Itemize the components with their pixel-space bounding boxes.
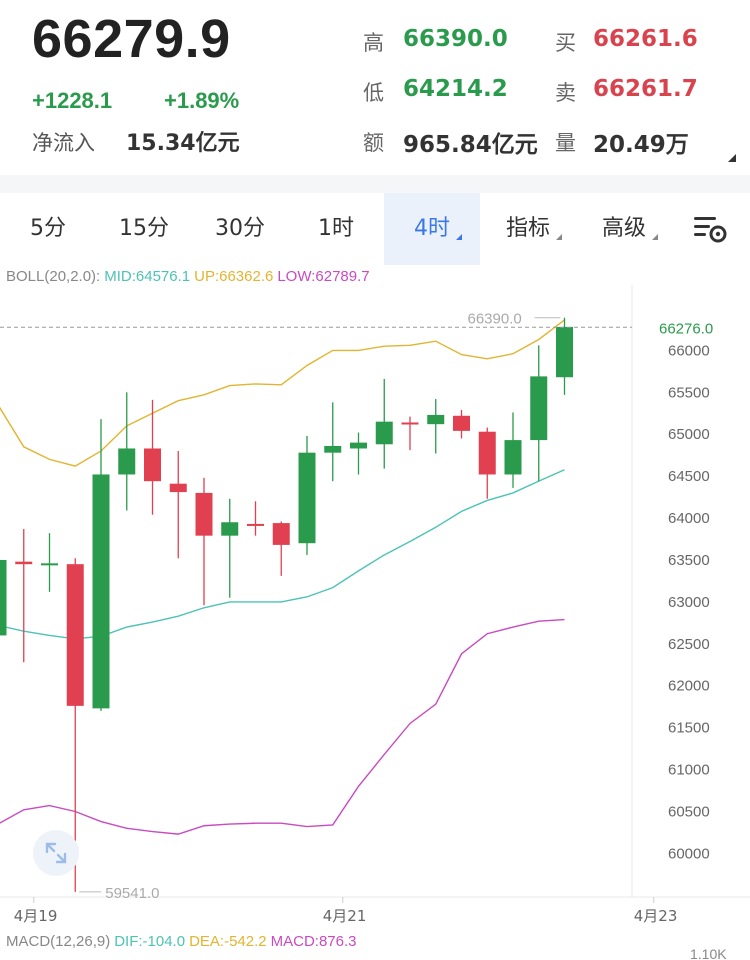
candle-body xyxy=(504,440,522,475)
tab-label: 指标 xyxy=(505,216,550,241)
y-tick-label: 65000 xyxy=(668,426,710,443)
dropdown-triangle-icon xyxy=(652,234,658,240)
boll-mid-value: MID:64576.1 xyxy=(104,268,191,285)
candle-body xyxy=(453,415,470,431)
tab-30min[interactable]: 30分 xyxy=(192,193,288,265)
section-divider xyxy=(0,175,750,193)
y-tick-label: 63000 xyxy=(668,594,710,611)
volume-value: 20.49万 xyxy=(593,132,689,158)
y-tick-label: 64000 xyxy=(668,510,710,527)
candle-body xyxy=(15,561,33,565)
chart-settings-icon[interactable] xyxy=(692,213,728,245)
x-tick-label: 4月19 xyxy=(14,907,58,925)
tab-label: 5分 xyxy=(30,216,66,241)
boll-name: BOLL(20,2.0): xyxy=(6,268,101,285)
tab-indicators[interactable]: 指标 xyxy=(480,193,576,265)
tab-label: 15分 xyxy=(119,216,169,241)
price-change-percent: +1.89% xyxy=(164,88,240,113)
high-marker-label: 66390.0 xyxy=(468,311,522,328)
candle-body xyxy=(169,483,187,493)
tab-advanced[interactable]: 高级 xyxy=(576,193,672,265)
low-label: 低 xyxy=(363,81,384,105)
volume-label: 量 xyxy=(555,131,576,155)
candle-body xyxy=(195,492,213,536)
x-tick-label: 4月21 xyxy=(323,907,367,925)
x-tick-label: 4月23 xyxy=(634,907,678,925)
tab-label: 高级 xyxy=(601,216,646,241)
boll-indicator-line: BOLL(20,2.0): MID:64576.1 UP:66362.6 LOW:62… xyxy=(6,268,374,285)
candle-body xyxy=(427,414,445,425)
ask-label: 卖 xyxy=(555,81,576,105)
macd-name: MACD(12,26,9) xyxy=(6,933,111,950)
boll-mid-line xyxy=(0,469,565,640)
candle-body xyxy=(375,421,393,445)
expand-corner-icon[interactable] xyxy=(728,154,736,162)
y-tick-label: 64500 xyxy=(668,468,710,485)
high-label: 高 xyxy=(363,31,384,55)
y-tick-label: 66000 xyxy=(668,342,710,359)
bid-value: 66261.6 xyxy=(593,26,698,52)
candle-body xyxy=(350,442,367,449)
candle-body xyxy=(144,448,161,482)
macd-axis-label: 1.10K xyxy=(690,946,727,960)
last-price-tag-bg xyxy=(634,314,734,341)
dropdown-triangle-icon xyxy=(556,234,562,240)
price-change: +1228.1 xyxy=(32,88,113,113)
candle-body xyxy=(92,474,110,709)
macd-dif-value: DIF:-104.0 xyxy=(114,933,186,950)
tab-label: 1时 xyxy=(318,216,354,241)
y-tick-label: 61500 xyxy=(668,720,710,737)
candle-body xyxy=(401,422,419,425)
y-tick-label: 62000 xyxy=(668,678,710,695)
y-tick-label: 60000 xyxy=(668,845,710,862)
high-value: 66390.0 xyxy=(403,26,508,52)
candle-body xyxy=(324,445,342,453)
y-tick-label: 63500 xyxy=(668,552,710,569)
y-tick-label: 61000 xyxy=(668,762,710,779)
candle-body xyxy=(66,564,84,706)
candle-body xyxy=(272,523,290,545)
tab-1hour[interactable]: 1时 xyxy=(288,193,384,265)
candle-body xyxy=(556,326,573,378)
boll-lower-line xyxy=(0,618,565,835)
candle-body xyxy=(221,522,239,536)
candle-body xyxy=(247,523,264,526)
low-marker-label: 59541.0 xyxy=(105,885,159,902)
candle-body xyxy=(478,431,496,475)
tab-4hour[interactable]: 4时 xyxy=(384,193,480,265)
candle-body xyxy=(41,563,58,566)
candle-body xyxy=(0,559,7,636)
tab-15min[interactable]: 15分 xyxy=(96,193,192,265)
low-value: 64214.2 xyxy=(403,76,508,102)
y-tick-label: 60500 xyxy=(668,803,710,820)
macd-dea-value: DEA:-542.2 xyxy=(189,933,267,950)
boll-low-value: LOW:62789.7 xyxy=(277,268,370,285)
candle-body xyxy=(298,452,316,544)
y-tick-label: 62500 xyxy=(668,636,710,653)
net-inflow-value: 15.34亿元 xyxy=(126,131,240,156)
tab-5min[interactable]: 5分 xyxy=(0,193,96,265)
candle-body xyxy=(530,376,548,441)
last-price: 66279.9 xyxy=(32,9,231,69)
last-price-tag: 66276.0 xyxy=(659,320,713,337)
macd-value: MACD:876.3 xyxy=(270,933,357,950)
fullscreen-expand-icon[interactable] xyxy=(33,830,79,876)
turnover-label: 额 xyxy=(363,131,384,155)
y-tick-label: 65500 xyxy=(668,384,710,401)
boll-upper-line xyxy=(0,319,565,467)
interval-tabs: 5分 15分 30分 1时 4时 指标 高级 xyxy=(0,193,750,265)
candle-body xyxy=(118,448,136,475)
macd-indicator-line: MACD(12,26,9) DIF:-104.0 DEA:-542.2 MACD:87… xyxy=(6,933,361,950)
net-inflow-label: 净流入 xyxy=(32,131,95,155)
candlestick-chart[interactable]: 66000 65500 65000 64500 64000 63500 63000 62500… xyxy=(0,285,750,930)
quote-header: 66279.9 +1228.1 +1.89% 净流入 15.34亿元 高 663… xyxy=(0,0,750,175)
boll-up-value: UP:66362.6 xyxy=(194,268,274,285)
turnover-value: 965.84亿元 xyxy=(403,132,538,158)
bid-label: 买 xyxy=(555,31,576,55)
dropdown-triangle-icon xyxy=(456,234,462,240)
ask-value: 66261.7 xyxy=(593,76,698,102)
tab-label: 4时 xyxy=(414,216,450,241)
tab-label: 30分 xyxy=(215,216,265,241)
